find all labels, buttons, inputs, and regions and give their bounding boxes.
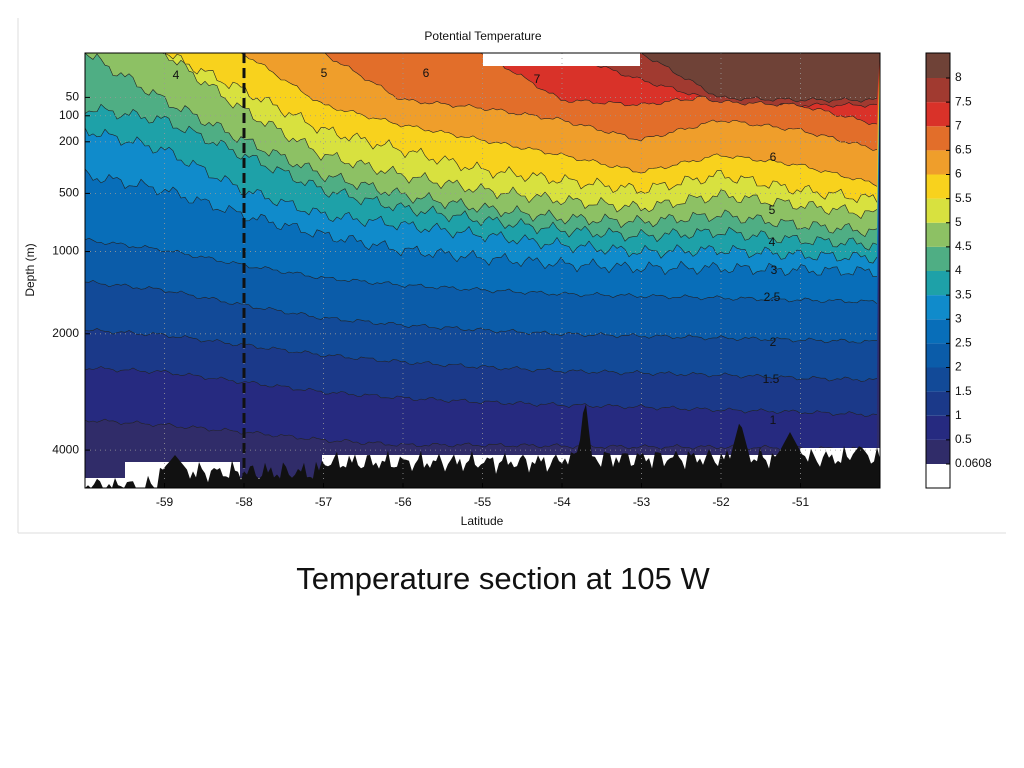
colorbar-label: 2.5	[955, 336, 972, 350]
contour-line	[85, 279, 877, 344]
colorbar-label: 3.5	[955, 287, 972, 301]
contour-label: 4	[173, 68, 180, 82]
contour-line	[85, 366, 878, 417]
axes: -59 -58 -57 -56 -55 -54 -53 -52 -515010020050010…	[52, 52, 992, 509]
colorbar-label: 1	[955, 408, 962, 422]
contour-label: 6	[770, 150, 777, 164]
contour-label: 5	[321, 66, 328, 80]
colorbar-cell	[926, 102, 950, 127]
x-tick-label: -55	[474, 495, 492, 509]
colorbar-label: 6	[955, 167, 962, 181]
contour-line	[85, 168, 878, 278]
plot-border	[84, 52, 881, 489]
colorbar-cell	[926, 222, 950, 247]
contour-label: 6	[423, 66, 430, 80]
chart-title: Potential Temperature	[424, 29, 542, 43]
x-tick-label: -57	[315, 495, 333, 509]
colorbar-cell	[926, 343, 950, 368]
colorbar-cell	[926, 391, 950, 416]
colorbar-label: 3	[955, 311, 962, 325]
x-tick-label: -54	[553, 495, 571, 509]
contour-label: 3	[771, 263, 778, 277]
colorbar-cell	[926, 295, 950, 320]
x-tick-label: -58	[235, 495, 253, 509]
y-tick-label: 200	[59, 134, 79, 148]
colorbar-cell	[926, 150, 950, 175]
topography	[85, 404, 880, 488]
colorbar-cell	[926, 53, 950, 78]
colorbar-cell	[926, 367, 950, 392]
x-axis-label: Latitude	[461, 514, 504, 528]
contour-line	[85, 327, 878, 382]
y-tick-label: 100	[59, 108, 79, 122]
contour-line	[85, 53, 878, 204]
contour-line	[85, 127, 878, 264]
colorbar-cell	[926, 174, 950, 199]
colorbar-cell	[926, 271, 950, 296]
colorbar-cell	[926, 439, 950, 464]
colorbar-label: 5.5	[955, 191, 972, 205]
contour-label: 2.5	[764, 290, 781, 304]
contour-label: 1.5	[763, 372, 780, 386]
contour-line	[85, 53, 878, 187]
contour-line	[85, 53, 878, 219]
colorbar-cell	[926, 415, 950, 440]
colorbar-cell	[926, 319, 950, 344]
y-tick-label: 4000	[52, 442, 79, 456]
colorbar-cell	[926, 464, 950, 488]
colorbar-label: 4.5	[955, 239, 972, 253]
colorbar-cell	[926, 126, 950, 151]
colorbar-cell	[926, 78, 950, 103]
contour-line	[85, 53, 878, 103]
colorbar-label: 2	[955, 360, 962, 374]
y-axis-label: Depth (m)	[23, 243, 37, 296]
colorbar-cell	[926, 198, 950, 223]
contour-label: 5	[769, 203, 776, 217]
contour-line	[85, 53, 878, 238]
y-tick-label: 500	[59, 186, 79, 200]
contour-field	[85, 53, 880, 488]
x-tick-label: -52	[712, 495, 730, 509]
contour-line	[85, 237, 878, 304]
colorbar-label: 1.5	[955, 384, 972, 398]
contour-label: 7	[534, 72, 541, 86]
colorbar-label: 0.5	[955, 432, 972, 446]
colorbar-label: 6.5	[955, 143, 972, 157]
colorbar-label: 7.5	[955, 94, 972, 108]
y-tick-label: 2000	[52, 326, 79, 340]
x-tick-label: -59	[156, 495, 174, 509]
x-tick-label: -51	[792, 495, 810, 509]
y-tick-label: 50	[66, 90, 80, 104]
colorbar-label: 5	[955, 215, 962, 229]
contour-line	[85, 103, 878, 251]
contour-line	[85, 53, 878, 108]
no-data	[483, 53, 640, 66]
colorbar-label: 0.0608	[955, 456, 992, 470]
colorbar-label: 7	[955, 118, 962, 132]
contour-label: 2	[770, 335, 777, 349]
colorbar-cell	[926, 246, 950, 271]
contour-label: 4	[769, 235, 776, 249]
caption: Temperature section at 105 W	[296, 561, 710, 596]
band	[85, 53, 880, 103]
contour-label: 1	[770, 413, 777, 427]
x-tick-label: -53	[633, 495, 651, 509]
contour-line	[85, 53, 878, 151]
colorbar-label: 8	[955, 70, 962, 84]
colorbar-label: 4	[955, 263, 962, 277]
x-tick-label: -56	[394, 495, 412, 509]
y-tick-label: 1000	[52, 244, 79, 258]
